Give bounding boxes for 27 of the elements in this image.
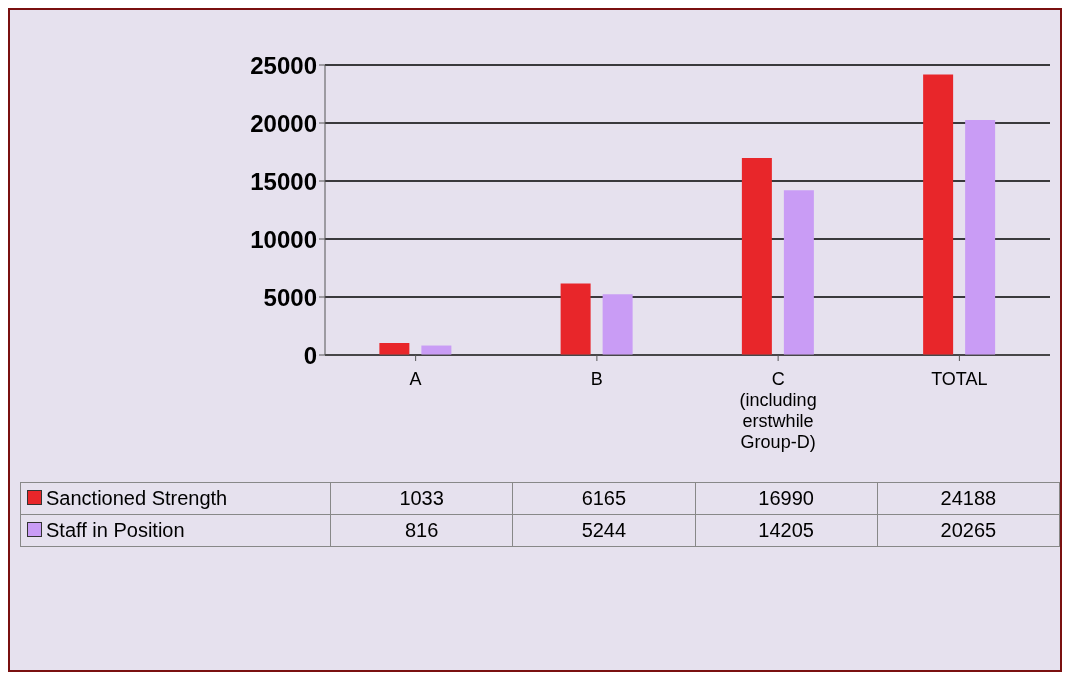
x-tick-label: C (including erstwhile Group-D) — [739, 369, 817, 452]
bar — [379, 343, 410, 355]
bar — [965, 119, 996, 355]
y-tick-label: 25000 — [250, 51, 317, 79]
data-label: 1033 — [330, 482, 513, 515]
bar — [560, 283, 591, 355]
data-label: 24188 — [877, 482, 1060, 515]
x-tick-label: A — [409, 369, 422, 389]
data-label: 6165 — [512, 482, 695, 515]
bar — [741, 157, 772, 355]
bar — [783, 190, 814, 355]
data-label: 5244 — [512, 514, 695, 547]
bar — [602, 294, 633, 355]
bar — [923, 74, 954, 355]
data-label: 16990 — [695, 482, 878, 515]
y-tick-label: 15000 — [250, 167, 317, 195]
data-label: 20265 — [877, 514, 1060, 547]
y-tick-label: 10000 — [250, 225, 317, 253]
legend-label: Staff in Position — [45, 519, 185, 541]
x-tick-label: TOTAL — [931, 369, 988, 389]
y-tick-label: 20000 — [250, 109, 317, 137]
y-tick-label: 0 — [303, 341, 317, 369]
legend-label: Sanctioned Strength — [45, 487, 228, 509]
data-label: 816 — [330, 514, 513, 547]
x-tick-label: B — [590, 369, 603, 389]
data-label: 14205 — [695, 514, 878, 547]
y-tick-label: 5000 — [263, 283, 317, 311]
